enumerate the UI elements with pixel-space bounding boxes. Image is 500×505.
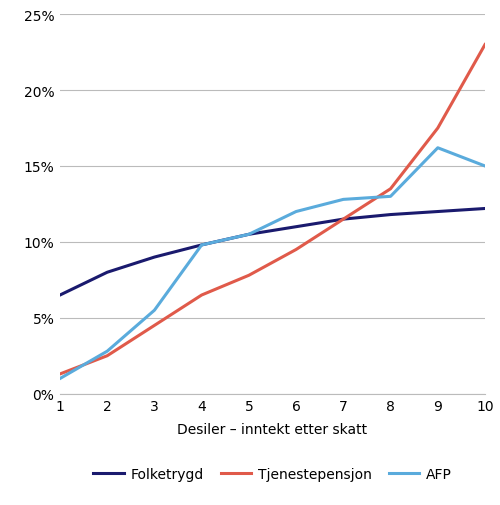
Tjenestepensjon bbox=[152, 323, 158, 329]
AFP bbox=[198, 242, 204, 248]
AFP bbox=[340, 197, 346, 203]
Tjenestepensjon bbox=[198, 292, 204, 298]
Legend: Folketrygd, Tjenestepensjon, AFP: Folketrygd, Tjenestepensjon, AFP bbox=[88, 462, 458, 486]
AFP bbox=[293, 209, 299, 215]
Tjenestepensjon bbox=[435, 126, 441, 132]
AFP bbox=[246, 232, 252, 238]
Folketrygd bbox=[198, 242, 204, 248]
Folketrygd bbox=[435, 209, 441, 215]
AFP bbox=[482, 164, 488, 170]
Tjenestepensjon bbox=[340, 217, 346, 223]
AFP bbox=[435, 145, 441, 152]
AFP bbox=[57, 376, 63, 382]
Tjenestepensjon bbox=[246, 273, 252, 279]
Tjenestepensjon bbox=[57, 371, 63, 377]
Tjenestepensjon bbox=[482, 42, 488, 48]
Tjenestepensjon bbox=[293, 247, 299, 253]
Folketrygd bbox=[293, 224, 299, 230]
AFP bbox=[152, 308, 158, 314]
X-axis label: Desiler – inntekt etter skatt: Desiler – inntekt etter skatt bbox=[178, 422, 368, 436]
Tjenestepensjon bbox=[388, 186, 394, 192]
Tjenestepensjon bbox=[104, 353, 110, 359]
Folketrygd bbox=[340, 217, 346, 223]
AFP bbox=[388, 194, 394, 200]
Line: Tjenestepensjon: Tjenestepensjon bbox=[60, 45, 485, 374]
Folketrygd bbox=[57, 292, 63, 298]
Folketrygd bbox=[104, 270, 110, 276]
Folketrygd bbox=[246, 232, 252, 238]
Folketrygd bbox=[482, 206, 488, 212]
Folketrygd bbox=[388, 212, 394, 218]
Line: AFP: AFP bbox=[60, 148, 485, 379]
Folketrygd bbox=[152, 255, 158, 261]
Line: Folketrygd: Folketrygd bbox=[60, 209, 485, 295]
AFP bbox=[104, 348, 110, 355]
